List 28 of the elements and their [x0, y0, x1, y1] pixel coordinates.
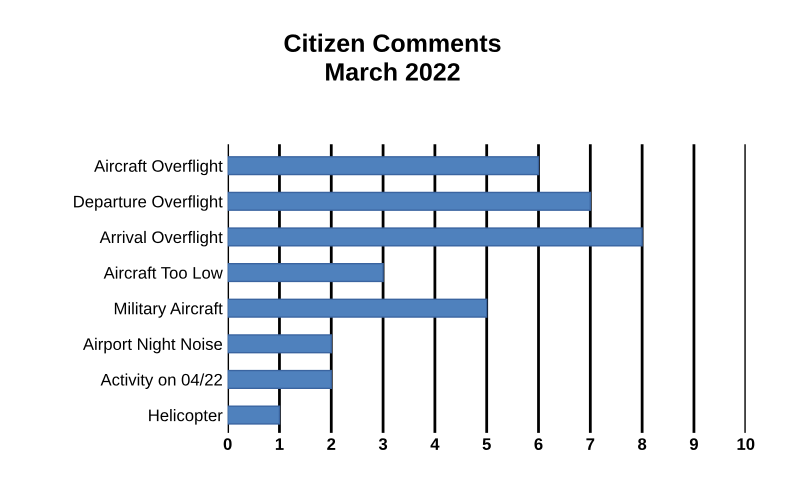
x-tick-label: 1 [276, 438, 284, 450]
bar [228, 192, 592, 211]
y-tick-label: Helicopter [149, 409, 223, 425]
y-tick-label: Military Aircraft [114, 302, 223, 318]
x-tick-label: 10 [738, 438, 754, 450]
bar [228, 370, 332, 390]
y-tick-label: Aircraft Overflight [94, 160, 223, 176]
x-tick-label: 7 [586, 438, 594, 450]
x-tick-label: 6 [534, 438, 543, 450]
bar [228, 405, 280, 425]
x-tick-label: 0 [224, 438, 232, 450]
bar [228, 227, 643, 247]
x-tick-label: 9 [690, 438, 698, 450]
x-tick-label: 5 [482, 438, 491, 450]
y-tick-label: Activity on 04/22 [100, 373, 222, 389]
bar [228, 156, 540, 176]
bar [228, 298, 488, 318]
bar [228, 262, 384, 282]
y-tick-label: Aircraft Too Low [104, 266, 223, 279]
x-tick-label: 8 [638, 438, 646, 450]
chart-title: Citizen Comments March 2022 [284, 34, 501, 81]
x-tick-label: 4 [430, 438, 440, 450]
x-tick-label: 3 [378, 438, 388, 450]
y-tick-label: Departure Overflight [74, 195, 223, 211]
y-tick-label: Airport Night Noise [82, 338, 222, 354]
x-tick-label: 2 [327, 438, 336, 450]
bar [228, 334, 332, 354]
y-tick-label: Arrival Overflight [100, 230, 223, 246]
